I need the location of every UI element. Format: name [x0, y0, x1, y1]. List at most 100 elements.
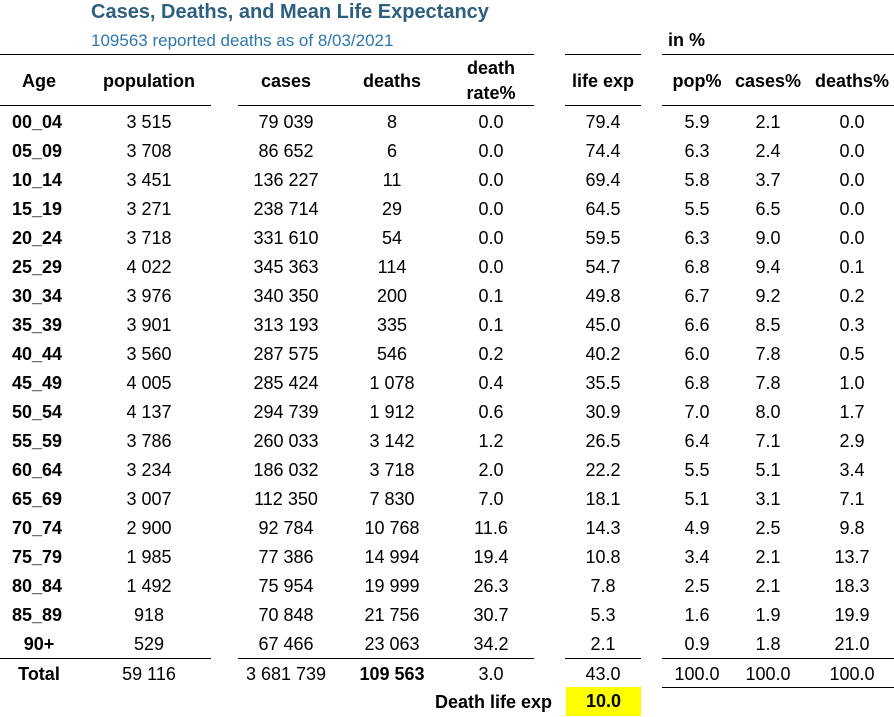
- cell-deaths: 335: [376, 315, 408, 335]
- cell-age: 15_19: [12, 199, 63, 219]
- cell-pop-pct: 5.1: [684, 489, 710, 509]
- col-header-death-rate-line1: death: [466, 58, 515, 78]
- death-life-exp-label: Death life exp: [435, 692, 553, 712]
- cell-cases: 3 681 739: [245, 664, 327, 684]
- cell-deaths: 1 078: [369, 373, 415, 393]
- header-top-rule: [565, 54, 641, 55]
- cell-deaths-pct: 21.0: [834, 634, 870, 654]
- cell-death-rate: 0.0: [478, 228, 504, 248]
- cell-cases: 345 363: [253, 257, 319, 277]
- cell-deaths: 7 830: [369, 489, 415, 509]
- cell-deaths-pct: 0.1: [839, 257, 865, 277]
- cell-life-exp: 49.8: [585, 286, 621, 306]
- cell-deaths: 8: [386, 112, 397, 132]
- cell-cases-pct: 2.1: [755, 112, 781, 132]
- cell-life-exp: 18.1: [585, 489, 621, 509]
- cell-cases-pct: 6.5: [755, 199, 781, 219]
- cell-life-exp: 35.5: [585, 373, 621, 393]
- cell-pop-pct: 6.8: [684, 373, 710, 393]
- cell-death-rate: 30.7: [473, 605, 509, 625]
- cell-pop-pct: 5.9: [684, 112, 710, 132]
- cell-death-rate: 0.6: [478, 402, 504, 422]
- cell-cases-pct: 7.1: [755, 431, 781, 451]
- cell-age: 05_09: [12, 141, 63, 161]
- cell-deaths-pct: 100.0: [829, 664, 875, 684]
- cell-deaths: 200: [376, 286, 408, 306]
- cell-cases-pct: 1.8: [755, 634, 781, 654]
- cell-population: 3 271: [126, 199, 172, 219]
- col-header-pop-pct: pop%: [672, 71, 722, 91]
- cell-cases-pct: 9.0: [755, 228, 781, 248]
- cell-life-exp: 45.0: [585, 315, 621, 335]
- cell-age: 70_74: [12, 518, 63, 538]
- cell-cases: 86 652: [258, 141, 314, 161]
- cell-pop-pct: 6.0: [684, 344, 710, 364]
- cell-deaths: 21 756: [364, 605, 420, 625]
- cell-population: 4 022: [126, 257, 172, 277]
- cell-population: 3 976: [126, 286, 172, 306]
- cell-deaths: 3 718: [369, 460, 415, 480]
- cell-cases-pct: 1.9: [755, 605, 781, 625]
- cell-cases-pct: 8.0: [755, 402, 781, 422]
- cell-cases: 77 386: [258, 547, 314, 567]
- cell-deaths-pct: 7.1: [839, 489, 865, 509]
- cell-life-exp: 64.5: [585, 199, 621, 219]
- cell-deaths-pct: 0.0: [839, 199, 865, 219]
- cell-death-rate: 2.0: [478, 460, 504, 480]
- cell-cases-pct: 2.4: [755, 141, 781, 161]
- cell-death-rate: 0.4: [478, 373, 504, 393]
- cell-cases: 340 350: [253, 286, 319, 306]
- cell-cases: 285 424: [253, 373, 319, 393]
- cell-life-exp: 5.3: [590, 605, 616, 625]
- cell-death-rate: 26.3: [473, 576, 509, 596]
- cell-pop-pct: 6.3: [684, 228, 710, 248]
- cell-population: 1 492: [126, 576, 172, 596]
- cell-age: 65_69: [12, 489, 63, 509]
- cell-death-rate: 0.2: [478, 344, 504, 364]
- cell-pop-pct: 5.5: [684, 199, 710, 219]
- cell-pop-pct: 2.5: [684, 576, 710, 596]
- col-header-deaths-pct: deaths%: [814, 71, 890, 91]
- cell-deaths: 546: [376, 344, 408, 364]
- cell-age: 40_44: [12, 344, 63, 364]
- cell-deaths: 6: [386, 141, 397, 161]
- cell-population: 4 005: [126, 373, 172, 393]
- cell-population: 918: [133, 605, 165, 625]
- cell-cases-pct: 5.1: [755, 460, 781, 480]
- cell-pop-pct: 7.0: [684, 402, 710, 422]
- cell-cases: 313 193: [253, 315, 319, 335]
- header-bottom-rule: [662, 105, 894, 106]
- cell-life-exp: 14.3: [585, 518, 621, 538]
- cell-cases: 70 848: [258, 605, 314, 625]
- cell-death-rate: 11.6: [474, 518, 508, 538]
- cell-cases-pct: 7.8: [755, 373, 781, 393]
- cell-death-rate: 0.1: [478, 315, 504, 335]
- cell-age: 50_54: [12, 402, 63, 422]
- cell-population: 3 718: [126, 228, 172, 248]
- cell-deaths: 14 994: [364, 547, 420, 567]
- cell-cases: 238 714: [253, 199, 319, 219]
- total-top-rule: [662, 658, 894, 659]
- cell-deaths-pct: 3.4: [839, 460, 865, 480]
- cell-cases: 79 039: [258, 112, 314, 132]
- cell-cases-pct: 2.5: [755, 518, 781, 538]
- cell-death-rate: 0.0: [478, 141, 504, 161]
- col-header-death-rate-line2: rate%: [466, 83, 516, 103]
- cell-cases: 186 032: [253, 460, 319, 480]
- cell-deaths-pct: 0.0: [839, 141, 865, 161]
- header-bottom-rule: [565, 105, 641, 106]
- cell-deaths-pct: 0.0: [839, 228, 865, 248]
- cell-life-exp: 2.1: [590, 634, 616, 654]
- total-top-rule: [238, 658, 534, 659]
- percent-group-label: in %: [668, 30, 706, 50]
- cell-deaths-pct: 18.3: [834, 576, 870, 596]
- cell-life-exp: 43.0: [585, 664, 621, 684]
- cell-death-rate: 7.0: [478, 489, 504, 509]
- cell-age: 85_89: [12, 605, 63, 625]
- header-bottom-rule: [0, 105, 211, 106]
- cell-death-rate: 0.0: [478, 199, 504, 219]
- page-subtitle: 109563 reported deaths as of 8/03/2021: [91, 31, 394, 50]
- cell-age: 90+: [23, 634, 55, 654]
- cell-life-exp: 59.5: [585, 228, 621, 248]
- cell-death-rate: 0.1: [478, 286, 504, 306]
